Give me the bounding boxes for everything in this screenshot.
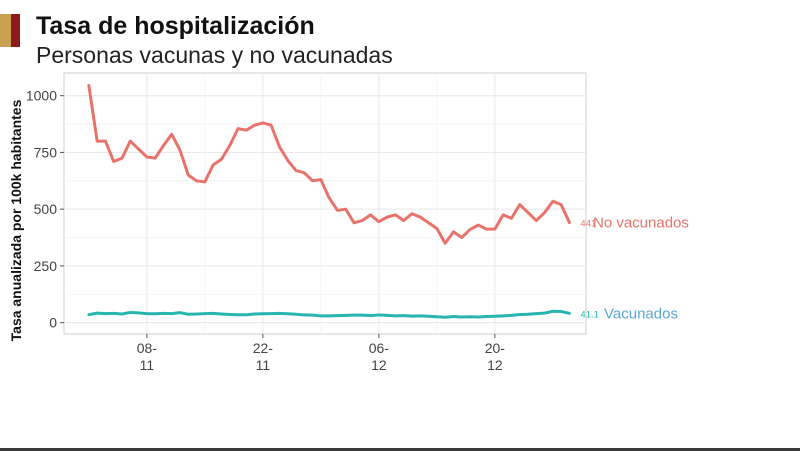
x-tick-label-line2: 11	[140, 357, 155, 373]
x-tick-label-line2: 12	[487, 357, 503, 373]
accent-bar-red	[11, 14, 20, 47]
x-tick-label: 08-11	[137, 340, 158, 373]
bottom-bar	[0, 448, 800, 451]
y-axis-label: Tasa anualizada por 100k habitantes	[8, 99, 24, 341]
y-tick-label: 250	[34, 258, 58, 274]
chart-title: Tasa de hospitalización	[36, 12, 315, 40]
x-tick-label-line1: 22-	[253, 340, 274, 356]
y-tick-label: 750	[34, 144, 58, 160]
x-tick-label-line2: 11	[256, 357, 271, 373]
x-tick-label-line2: 12	[371, 357, 387, 373]
y-tick-label: 0	[49, 315, 57, 331]
series-line	[87, 309, 571, 319]
accent-bar-gold	[0, 14, 11, 47]
x-tick-label-line1: 20-	[485, 340, 506, 356]
y-tick-label: 500	[34, 201, 58, 217]
grid	[63, 72, 587, 335]
plot-panel	[63, 72, 587, 335]
series-end-value: 441	[580, 219, 596, 230]
x-tick-label-line1: 06-	[369, 340, 390, 356]
x-tick-label: 20-12	[485, 340, 506, 373]
series-line	[87, 83, 571, 245]
series-name-label: Vacunados	[604, 305, 678, 322]
y-tick-label: 1000	[26, 88, 57, 104]
x-tick-label: 06-12	[369, 340, 390, 373]
x-tick-label: 22-11	[253, 340, 274, 373]
x-tick-label-line1: 08-	[137, 340, 158, 356]
series-group	[87, 83, 571, 319]
chart-subtitle: Personas vacunas y no vacunadas	[36, 42, 393, 68]
series-end-value: 41.1	[580, 309, 599, 320]
series-name-label: No vacunados	[593, 215, 689, 232]
